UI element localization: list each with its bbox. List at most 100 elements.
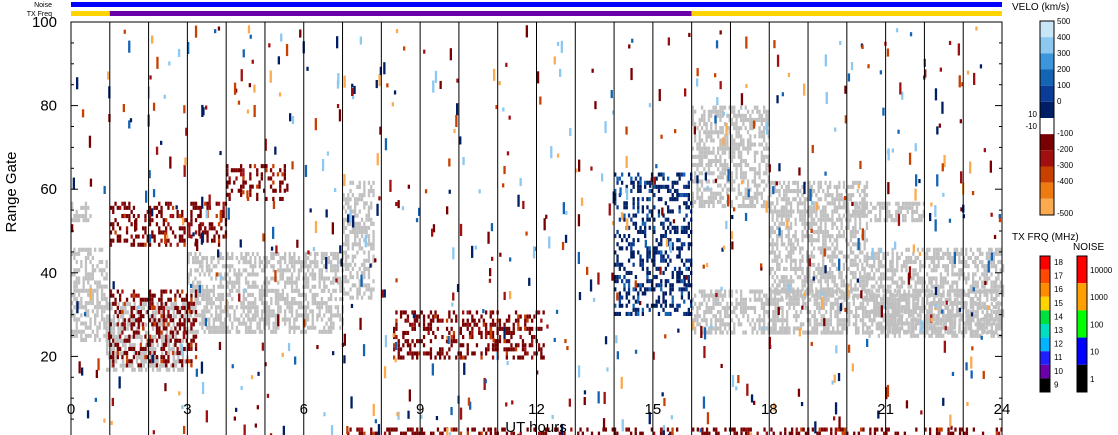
ground-scatter-cell: [912, 293, 915, 298]
ground-scatter-cell: [778, 254, 781, 259]
ground-scatter-cell: [891, 272, 894, 277]
ground-scatter-cell: [94, 268, 97, 273]
ionospheric-scatter-cell: [162, 305, 165, 310]
ground-scatter-cell: [98, 284, 101, 289]
ground-scatter-cell: [858, 258, 862, 263]
ground-scatter-cell: [156, 343, 159, 348]
ground-scatter-cell: [694, 163, 697, 168]
ground-scatter-cell: [809, 289, 812, 294]
ground-scatter-cell: [898, 293, 901, 298]
ground-scatter-cell: [967, 289, 970, 294]
ground-scatter-cell: [769, 330, 773, 335]
ground-scatter-cell: [928, 321, 931, 326]
ground-scatter-cell: [249, 309, 252, 314]
ground-scatter-cell: [730, 122, 734, 127]
ground-scatter-cell: [855, 293, 858, 298]
ground-scatter-cell: [744, 191, 747, 196]
ionospheric-scatter-cell: [146, 338, 149, 343]
ionospheric-scatter-cell: [123, 301, 126, 306]
ground-scatter-cell: [251, 251, 255, 256]
ground-scatter-cell: [710, 318, 713, 323]
ground-scatter-cell: [233, 280, 236, 285]
ground-scatter-cell: [842, 254, 846, 259]
ground-scatter-cell: [286, 264, 289, 269]
ground-scatter-cell: [922, 214, 925, 219]
ground-scatter-cell: [875, 293, 878, 298]
ionospheric-scatter-cell: [194, 310, 198, 315]
ground-scatter-cell: [862, 209, 866, 214]
ground-scatter-cell: [903, 264, 906, 269]
ground-scatter-cell: [133, 351, 136, 356]
ground-scatter-cell: [947, 326, 950, 331]
ground-scatter-cell: [993, 297, 996, 302]
ground-scatter-cell: [73, 255, 76, 260]
ground-scatter-cell: [953, 318, 957, 323]
ground-scatter-cell: [228, 264, 232, 269]
ground-scatter-cell: [852, 322, 855, 327]
ground-scatter-cell: [87, 333, 90, 338]
ground-scatter-cell: [817, 189, 820, 194]
ground-scatter-cell: [905, 293, 908, 298]
ionospheric-scatter-cell: [194, 205, 198, 210]
ground-scatter-cell: [105, 314, 109, 319]
ground-scatter-cell: [919, 276, 922, 281]
ground-scatter-cell: [226, 325, 229, 330]
ground-scatter-cell: [749, 167, 752, 172]
ground-scatter-cell: [219, 256, 222, 261]
ground-scatter-cell: [894, 305, 897, 310]
ground-scatter-cell: [231, 325, 234, 330]
ground-scatter-cell: [997, 251, 1000, 256]
ground-scatter-cell: [170, 326, 173, 331]
ground-scatter-cell: [758, 113, 761, 118]
ground-scatter-cell: [845, 287, 848, 292]
ground-scatter-cell: [73, 333, 76, 338]
ground-scatter-cell: [995, 310, 998, 315]
ionospheric-scatter-cell: [409, 343, 412, 348]
ground-scatter-cell: [358, 238, 361, 243]
ground-scatter-cell: [746, 150, 750, 155]
ground-scatter-cell: [944, 297, 947, 302]
ground-scatter-cell: [822, 266, 825, 271]
ground-scatter-cell: [856, 287, 859, 292]
ground-scatter-cell: [887, 330, 890, 335]
ground-scatter-cell: [251, 301, 255, 306]
ionospheric-scatter-cell: [130, 222, 133, 227]
ground-scatter-cell: [354, 283, 357, 288]
ground-scatter-cell: [694, 293, 697, 298]
ground-scatter-cell: [937, 260, 940, 265]
ground-scatter-cell: [849, 287, 852, 292]
ionospheric-scatter-cell: [420, 339, 423, 344]
ground-scatter-cell: [819, 266, 823, 271]
ground-scatter-cell: [932, 255, 936, 260]
ground-scatter-cell: [354, 254, 357, 259]
ground-scatter-cell: [323, 251, 326, 256]
ground-scatter-cell: [749, 126, 752, 131]
ground-scatter-cell: [210, 288, 213, 293]
ionospheric-scatter-cell: [253, 164, 257, 169]
ground-scatter-cell: [84, 333, 88, 338]
ground-scatter-cell: [351, 246, 354, 251]
ground-scatter-cell: [789, 295, 793, 300]
ground-scatter-cell: [351, 275, 354, 280]
ground-scatter-cell: [857, 330, 860, 335]
ground-scatter-cell: [979, 289, 982, 294]
ground-scatter-cell: [172, 367, 175, 372]
ground-scatter-cell: [334, 264, 337, 269]
ground-scatter-cell: [740, 167, 743, 172]
ground-scatter-cell: [836, 310, 839, 315]
ground-scatter-cell: [815, 305, 819, 310]
ground-scatter-cell: [733, 122, 736, 127]
ground-scatter-cell: [707, 109, 711, 114]
ionospheric-scatter-cell: [165, 289, 168, 294]
ground-scatter-cell: [717, 183, 720, 188]
ground-scatter-cell: [251, 280, 255, 285]
ground-scatter-cell: [161, 363, 164, 368]
ground-scatter-cell: [826, 193, 829, 198]
ground-scatter-cell: [801, 271, 804, 276]
ground-scatter-cell: [815, 193, 818, 198]
ground-scatter-cell: [773, 254, 777, 259]
ground-scatter-cell: [819, 283, 823, 288]
ground-scatter-cell: [258, 329, 261, 334]
ground-scatter-cell: [726, 187, 729, 192]
ground-scatter-cell: [117, 302, 120, 307]
